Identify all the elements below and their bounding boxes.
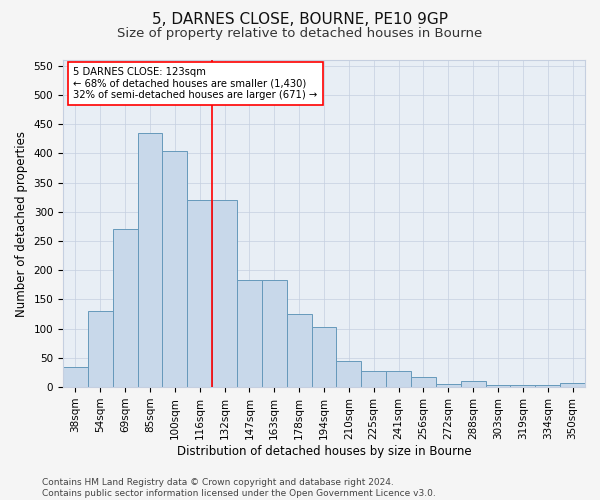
Bar <box>311 327 337 387</box>
Text: Size of property relative to detached houses in Bourne: Size of property relative to detached ho… <box>118 28 482 40</box>
Bar <box>560 383 585 387</box>
Bar <box>461 382 485 387</box>
Bar <box>386 370 411 387</box>
Bar <box>187 200 212 387</box>
Bar <box>485 386 511 387</box>
Bar <box>262 280 287 387</box>
Bar <box>113 230 137 387</box>
Bar <box>411 377 436 387</box>
Bar <box>163 150 187 387</box>
Bar <box>337 361 361 387</box>
Bar <box>436 384 461 387</box>
Bar <box>361 370 386 387</box>
Bar <box>535 386 560 387</box>
X-axis label: Distribution of detached houses by size in Bourne: Distribution of detached houses by size … <box>177 444 472 458</box>
Text: Contains HM Land Registry data © Crown copyright and database right 2024.
Contai: Contains HM Land Registry data © Crown c… <box>42 478 436 498</box>
Bar <box>237 280 262 387</box>
Y-axis label: Number of detached properties: Number of detached properties <box>15 130 28 316</box>
Text: 5 DARNES CLOSE: 123sqm
← 68% of detached houses are smaller (1,430)
32% of semi-: 5 DARNES CLOSE: 123sqm ← 68% of detached… <box>73 66 318 100</box>
Bar <box>88 311 113 387</box>
Bar <box>287 314 311 387</box>
Bar <box>137 133 163 387</box>
Bar <box>63 366 88 387</box>
Bar <box>511 386 535 387</box>
Bar <box>212 200 237 387</box>
Text: 5, DARNES CLOSE, BOURNE, PE10 9GP: 5, DARNES CLOSE, BOURNE, PE10 9GP <box>152 12 448 28</box>
